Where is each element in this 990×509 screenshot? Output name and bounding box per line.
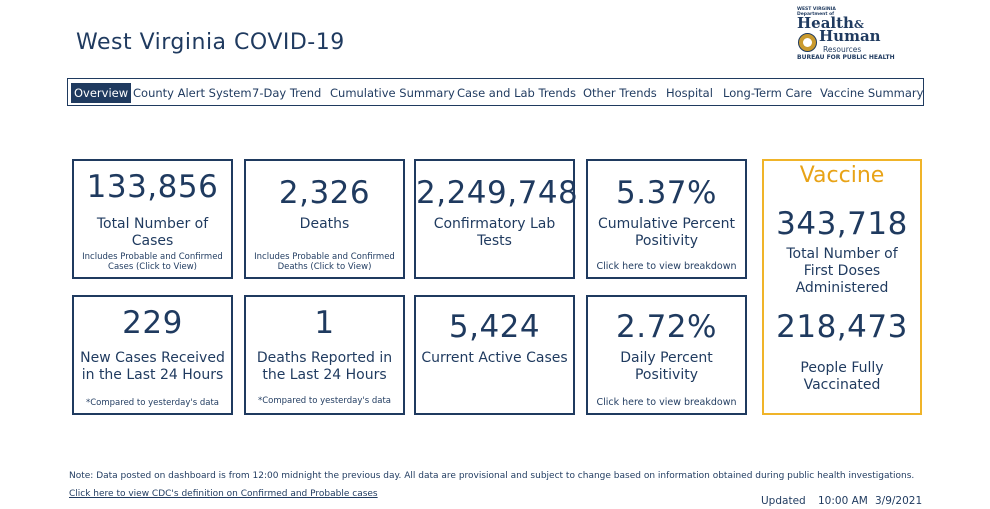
- state-seal-icon: [798, 33, 817, 52]
- lab-tests-value: 2,249,748: [416, 175, 579, 211]
- total-cases-note[interactable]: Includes Probable and Confirmed Cases (C…: [82, 252, 223, 272]
- new-cases-note: *Compared to yesterday's data: [86, 398, 219, 408]
- updated-date: 3/9/2021: [875, 495, 923, 507]
- first-doses-label: Total Number of First Doses Administered: [786, 246, 898, 296]
- vaccine-title: Vaccine: [799, 163, 885, 188]
- updated-time: 10:00 AM: [818, 495, 868, 507]
- fully-vaccinated-value: 218,473: [776, 309, 908, 345]
- page-title: West Virginia COVID-19: [76, 30, 345, 55]
- daily-positivity-card[interactable]: 2.72% Daily Percent Positivity Click her…: [586, 295, 747, 415]
- tab-other-trends[interactable]: Other Trends: [583, 86, 657, 100]
- deaths-value: 2,326: [278, 175, 371, 211]
- tab-long-term-care[interactable]: Long-Term Care: [723, 86, 813, 100]
- logo-bureau-text: BUREAU FOR PUBLIC HEALTH: [797, 54, 895, 61]
- cumulative-positivity-label: Cumulative Percent Positivity: [597, 216, 736, 249]
- daily-positivity-value: 2.72%: [616, 309, 717, 345]
- deaths-card[interactable]: 2,326 Deaths Includes Probable and Confi…: [244, 159, 405, 279]
- first-doses-value: 343,718: [776, 206, 908, 242]
- wv-dhhr-logo: WEST VIRGINIA Department of Health& Human…: [797, 7, 897, 63]
- daily-positivity-link[interactable]: Click here to view breakdown: [596, 397, 737, 408]
- deaths-label: Deaths: [299, 216, 350, 232]
- cumulative-positivity-link[interactable]: Click here to view breakdown: [596, 261, 737, 272]
- tab-overview[interactable]: Overview: [71, 83, 132, 103]
- tab-case-and-lab-trends[interactable]: Case and Lab Trends: [457, 86, 576, 100]
- updated-label: Updated: [761, 495, 806, 507]
- logo-resources-text: Resources: [823, 45, 862, 54]
- cdc-definition-link[interactable]: Click here to view CDC's definition on C…: [69, 489, 378, 499]
- active-cases-card: 5,424 Current Active Cases: [414, 295, 575, 415]
- daily-positivity-label: Daily Percent Positivity: [620, 350, 713, 383]
- total-cases-card[interactable]: 133,856 Total Number of Cases Includes P…: [72, 159, 233, 279]
- active-cases-label: Current Active Cases: [421, 350, 568, 366]
- tab-cumulative-summary[interactable]: Cumulative Summary: [330, 86, 455, 100]
- tab-vaccine-summary[interactable]: Vaccine Summary: [820, 86, 924, 100]
- cumulative-positivity-card[interactable]: 5.37% Cumulative Percent Positivity Clic…: [586, 159, 747, 279]
- new-deaths-value: 1: [314, 305, 335, 341]
- total-cases-value: 133,856: [86, 169, 219, 205]
- active-cases-value: 5,424: [448, 309, 541, 345]
- tab-hospital[interactable]: Hospital: [666, 86, 713, 100]
- dashboard-tab-bar: Overview County Alert System 7-Day Trend…: [67, 78, 924, 106]
- tab-7-day-trend[interactable]: 7-Day Trend: [252, 86, 322, 100]
- logo-health-text: Health&: [797, 14, 864, 32]
- new-cases-card: 229 New Cases Received in the Last 24 Ho…: [72, 295, 233, 415]
- fully-vaccinated-label: People Fully Vaccinated: [800, 360, 884, 393]
- logo-state-text: WEST VIRGINIA Department of: [797, 7, 836, 17]
- new-deaths-label: Deaths Reported in the Last 24 Hours: [256, 350, 393, 383]
- deaths-note[interactable]: Includes Probable and Confirmed Deaths (…: [254, 252, 395, 272]
- new-cases-label: New Cases Received in the Last 24 Hours: [80, 350, 225, 383]
- total-cases-label: Total Number of Cases: [96, 216, 209, 249]
- vaccine-card: Vaccine 343,718 Total Number of First Do…: [762, 159, 922, 415]
- new-cases-value: 229: [122, 305, 183, 341]
- new-deaths-card: 1 Deaths Reported in the Last 24 Hours *…: [244, 295, 405, 415]
- tab-county-alert-system[interactable]: County Alert System: [133, 86, 252, 100]
- lab-tests-card: 2,249,748 Confirmatory Lab Tests: [414, 159, 579, 279]
- new-deaths-note: *Compared to yesterday's data: [258, 396, 391, 406]
- lab-tests-label: Confirmatory Lab Tests: [433, 216, 556, 249]
- data-disclaimer: Note: Data posted on dashboard is from 1…: [69, 471, 915, 481]
- logo-human-text: Human: [819, 27, 881, 45]
- cumulative-positivity-value: 5.37%: [616, 175, 717, 211]
